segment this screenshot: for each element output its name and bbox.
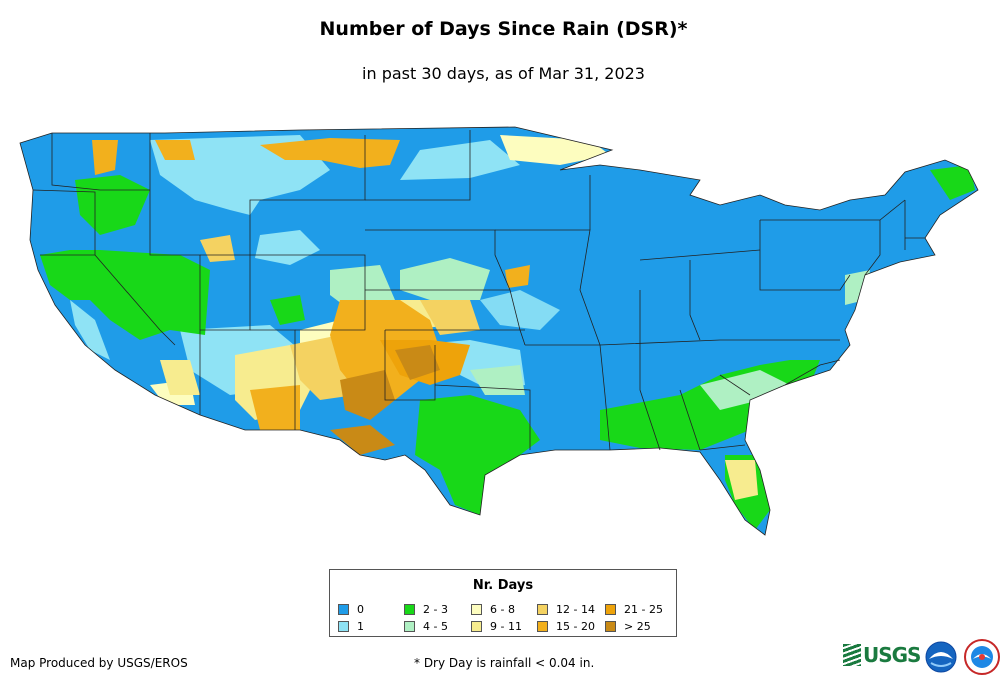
legend-item-15-20: 15 - 20 <box>537 620 595 633</box>
legend-swatch <box>537 621 548 632</box>
noaa-logo <box>925 641 957 673</box>
legend-swatch <box>404 604 415 615</box>
us-dsr-map <box>19 126 979 536</box>
legend-swatch <box>471 604 482 615</box>
legend-item-6-8: 6 - 8 <box>471 603 515 616</box>
legend-item-4-5: 4 - 5 <box>404 620 448 633</box>
legend-title: Nr. Days <box>472 578 534 593</box>
usgs-wave-icon <box>843 644 861 666</box>
usgs-logo-text: USGS <box>863 643 921 667</box>
dry-day-footnote: * Dry Day is rainfall < 0.04 in. <box>414 656 595 670</box>
legend-swatch <box>404 621 415 632</box>
legend-swatch <box>471 621 482 632</box>
legend-item-0: 0 <box>338 603 364 616</box>
legend-swatch <box>338 621 349 632</box>
map-credit: Map Produced by USGS/EROS <box>10 656 188 670</box>
legend-swatch <box>605 604 616 615</box>
legend-swatch <box>338 604 349 615</box>
legend-item-12-14: 12 - 14 <box>537 603 595 616</box>
legend-swatch <box>537 604 548 615</box>
legend-item-2-3: 2 - 3 <box>404 603 448 616</box>
map-title: Number of Days Since Rain (DSR)* <box>319 18 688 40</box>
usgs-logo: USGS <box>843 643 921 667</box>
legend-item-1: 1 <box>338 620 364 633</box>
map-subtitle: in past 30 days, as of Mar 31, 2023 <box>362 64 645 83</box>
legend-swatch <box>605 621 616 632</box>
legend-item-21-25: 21 - 25 <box>605 603 663 616</box>
legend-item-over-25: > 25 <box>605 620 651 633</box>
legend: Nr. Days 0 1 2 - 3 4 - 5 6 - 8 9 - 11 12… <box>329 569 677 637</box>
nws-logo <box>964 639 1000 675</box>
legend-item-9-11: 9 - 11 <box>471 620 522 633</box>
